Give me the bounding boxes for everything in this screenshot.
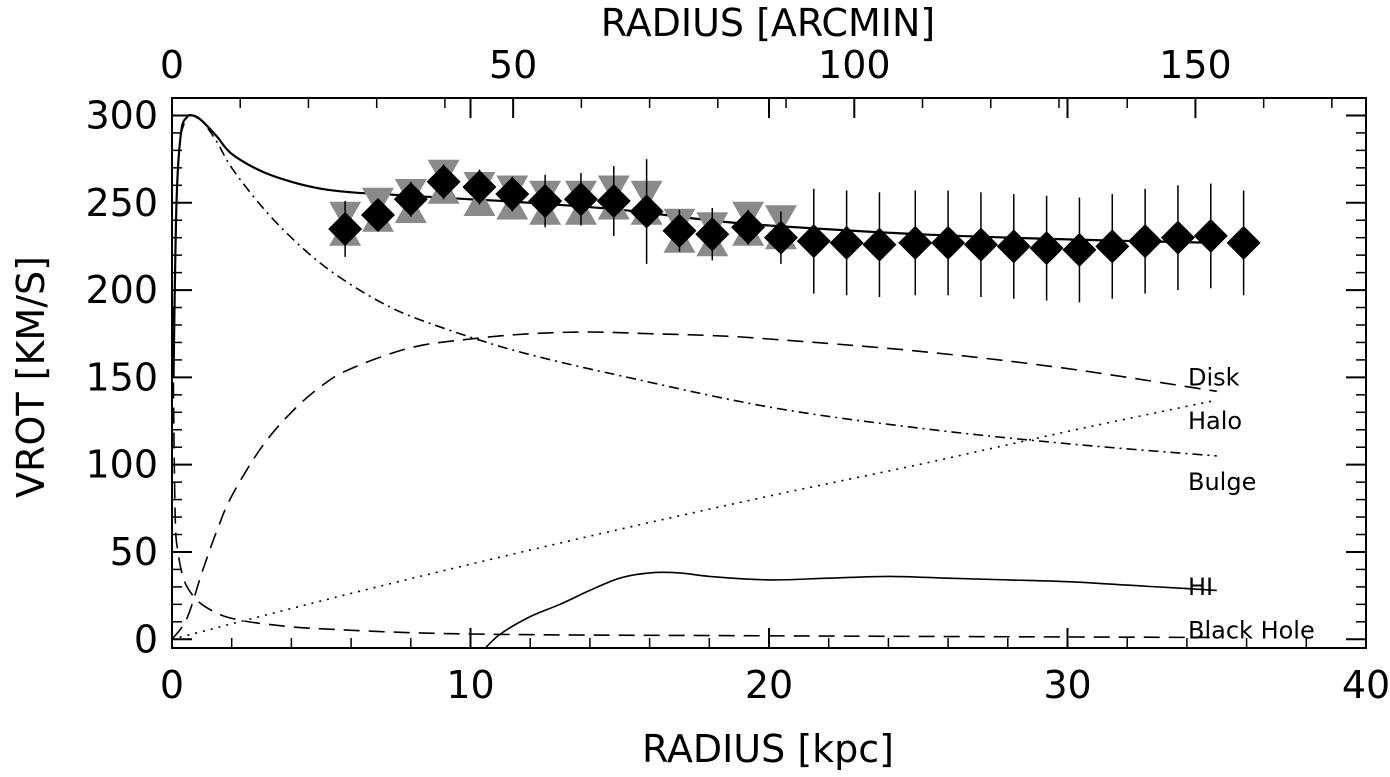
data-point-diamond (360, 197, 395, 232)
curve-label-disk: Disk (1188, 363, 1240, 391)
data-point-diamond (462, 170, 497, 205)
y-tick-label: 50 (110, 530, 158, 574)
data-point-diamond (931, 225, 966, 260)
data-point-diamond (996, 229, 1031, 264)
data-point-diamond (596, 184, 631, 219)
model-curves (172, 113, 1217, 648)
data-point-diamond (662, 213, 697, 248)
data-point-diamond (528, 184, 563, 219)
data-point-diamond (426, 164, 461, 199)
data-point-diamond (862, 227, 897, 262)
y-tick-label: 0 (134, 617, 158, 661)
y-tick-label: 150 (85, 355, 158, 399)
data-point-diamond (629, 194, 664, 229)
curve-halo (172, 399, 1217, 641)
data-point-diamond (731, 210, 766, 245)
data-point-diamond (1193, 218, 1228, 253)
data-point-diamond (1160, 220, 1195, 255)
y-tick-label: 100 (85, 443, 158, 487)
data-point-diamond (763, 220, 798, 255)
x-tick-label: 20 (745, 663, 793, 707)
data-point-diamond (829, 225, 864, 260)
curve-disk (172, 331, 1217, 640)
plot-area: Disk Halo Bulge HI Black Hole (172, 113, 1315, 648)
data-point-diamond (1029, 231, 1064, 266)
data-point-diamond (963, 227, 998, 262)
y-tick-label: 300 (85, 93, 158, 137)
data-point-diamond (1128, 224, 1163, 259)
data-point-diamond (1095, 229, 1130, 264)
curve-black-hole (172, 307, 1217, 639)
data-point-diamond (328, 211, 363, 246)
curve-bulge (180, 114, 1217, 457)
data-point-diamond (898, 225, 933, 260)
data-point-diamond (393, 182, 428, 217)
curve-label-black-hole: Black Hole (1188, 617, 1315, 645)
data-point-diamond (495, 177, 530, 212)
x-tick-label: 40 (1342, 663, 1390, 707)
axes: 0 10 20 30 40 0 50 100 150 0 50 100 150 200 250 300 (85, 43, 1390, 707)
curve-hi (484, 571, 1217, 648)
x2-tick-label: 50 (489, 43, 537, 87)
plot-frame (171, 97, 1367, 649)
data-point-diamond (1226, 225, 1261, 260)
curve-label-hi: HI (1188, 573, 1213, 601)
x-tick-label: 30 (1043, 663, 1091, 707)
x2-axis-label: RADIUS [ARCMIN] (601, 1, 935, 45)
x2-tick-label: 100 (818, 43, 891, 87)
x-tick-label: 0 (160, 663, 184, 707)
curve-label-bulge: Bulge (1188, 468, 1256, 496)
data-point-diamond (1062, 232, 1097, 267)
x-tick-label: 10 (446, 663, 494, 707)
data-point-diamond (695, 217, 730, 252)
y-tick-label: 250 (85, 181, 158, 225)
data-point-diamond (796, 224, 831, 259)
data-point-diamond (563, 182, 598, 217)
y-axis-label: VROT [KM/S] (9, 256, 53, 498)
x2-tick-label: 150 (1159, 43, 1232, 87)
x-axis-label: RADIUS [kpc] (642, 727, 894, 771)
y-tick-label: 200 (85, 268, 158, 312)
curve-label-halo: Halo (1188, 407, 1242, 435)
x2-tick-label: 0 (160, 43, 184, 87)
